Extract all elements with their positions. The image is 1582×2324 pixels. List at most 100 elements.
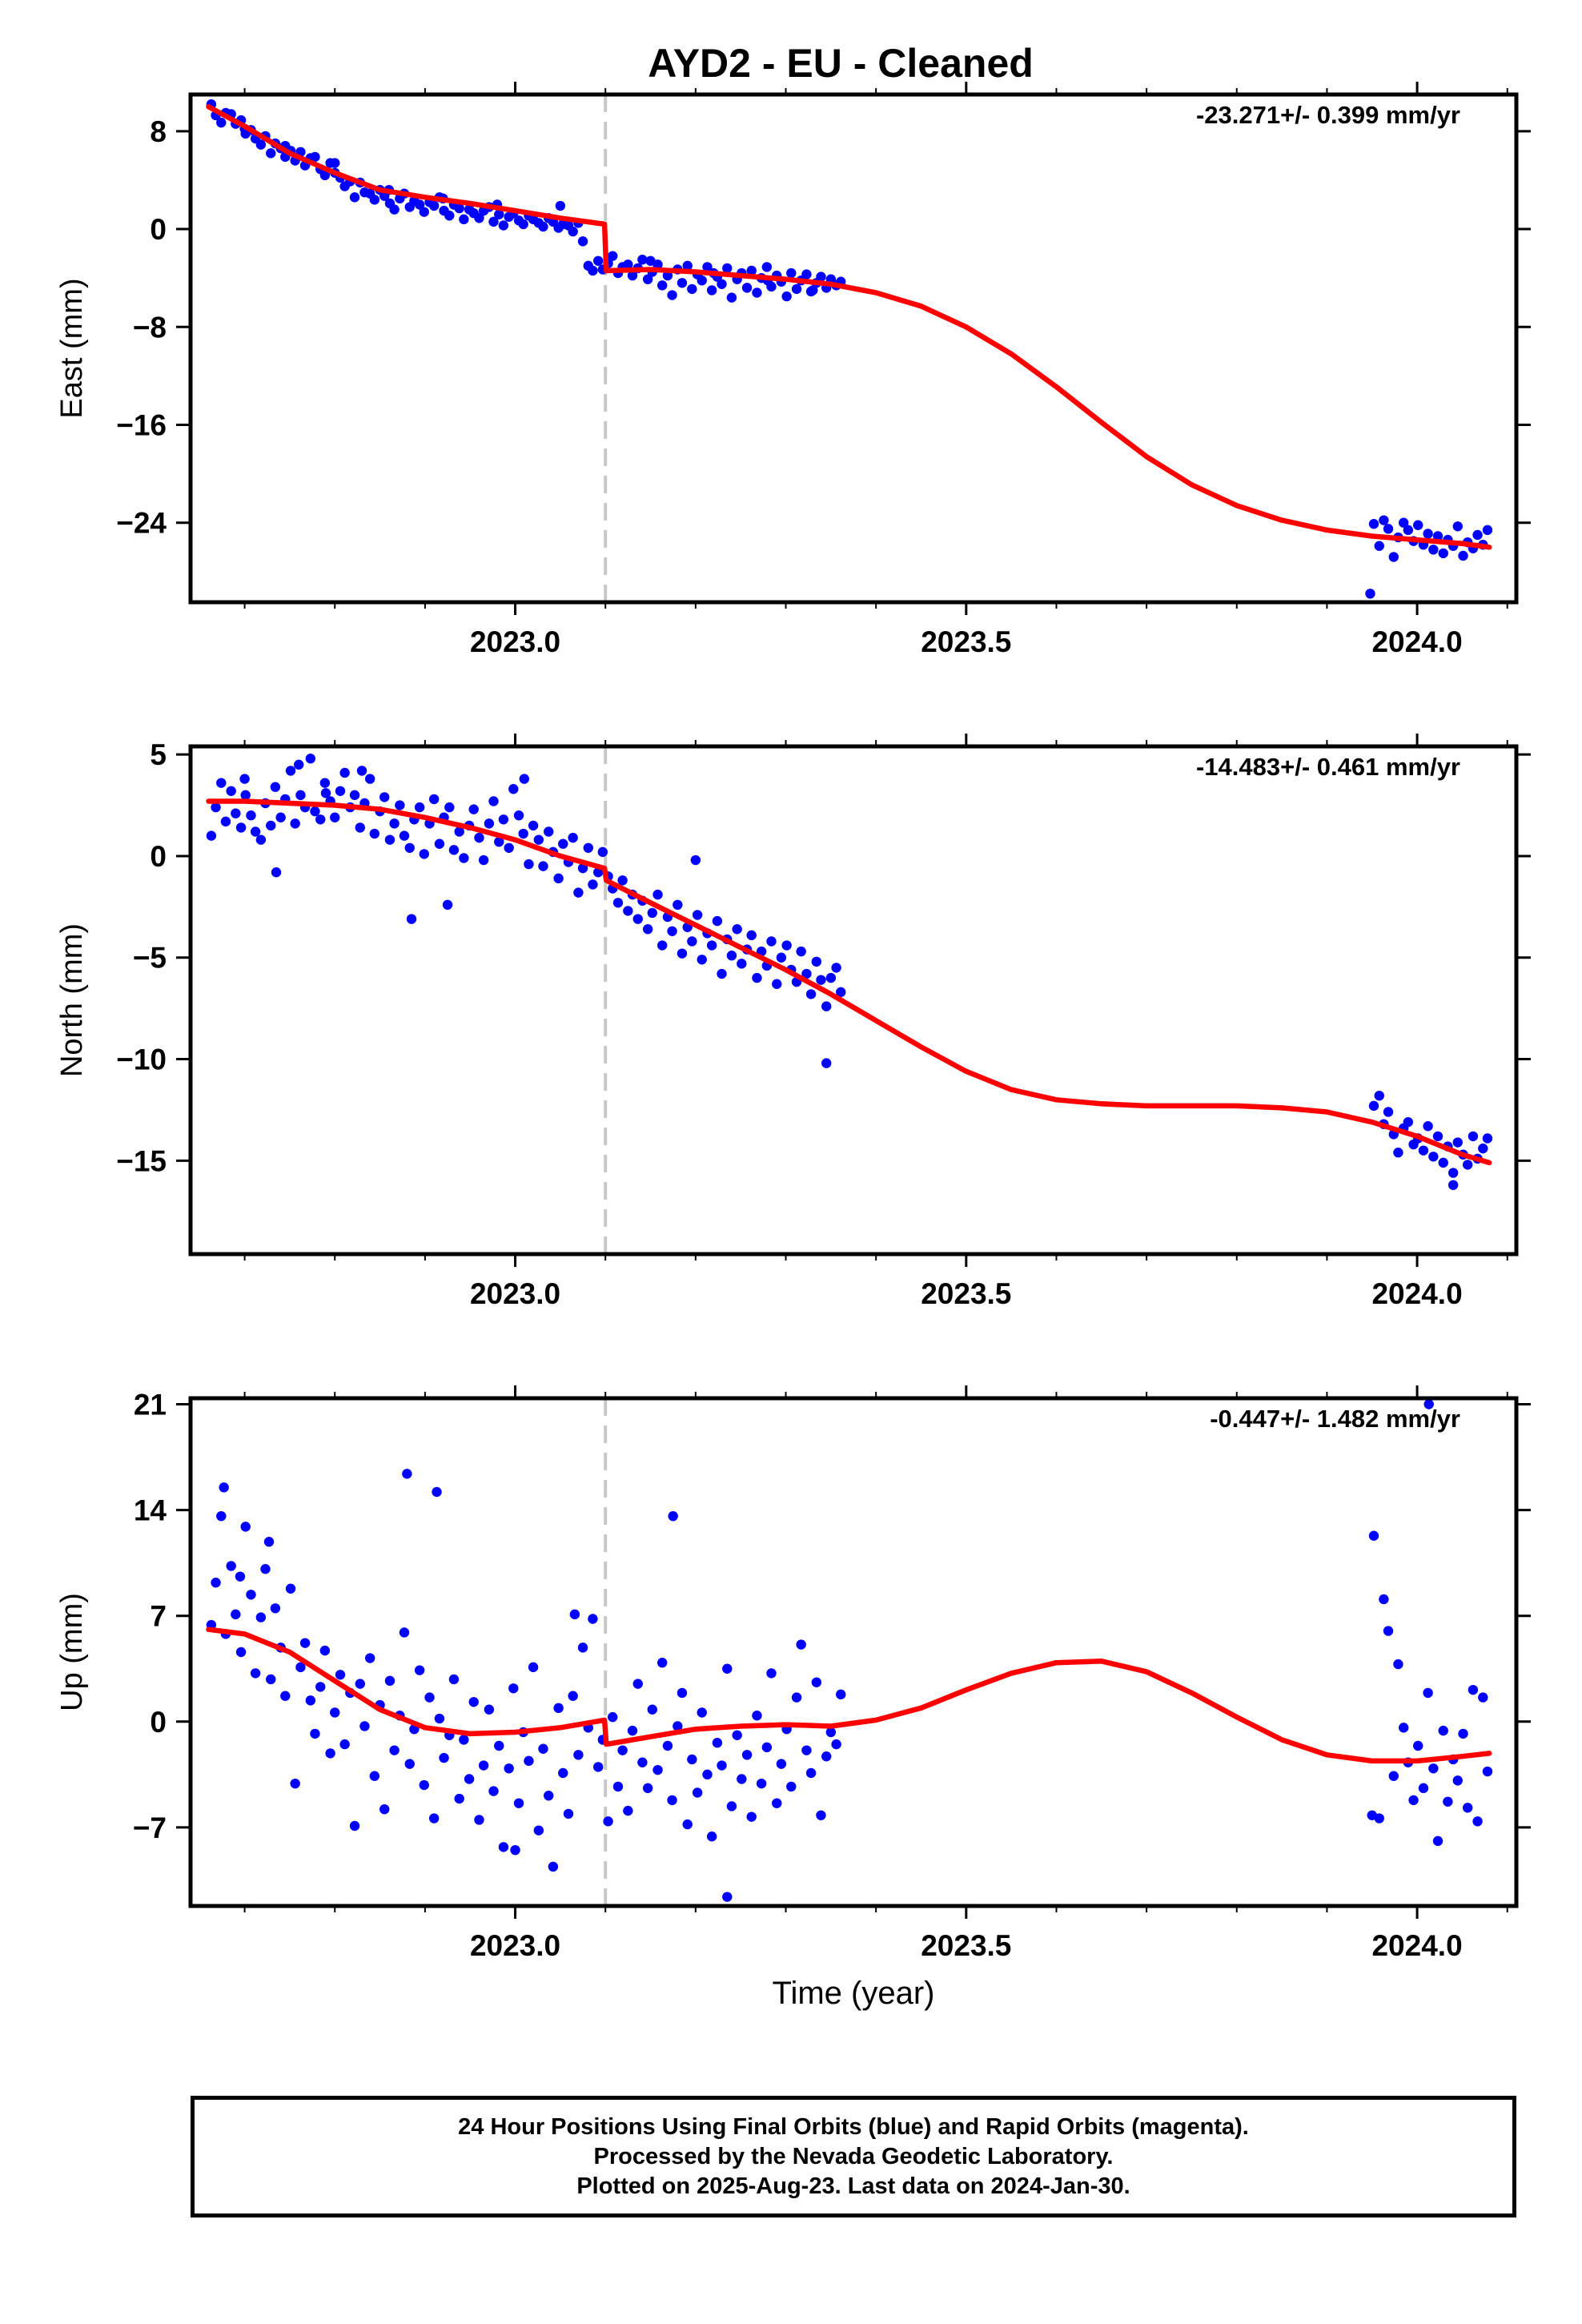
- data-point: [319, 1645, 331, 1656]
- data-point: [310, 151, 320, 163]
- y-tick-label: −24: [116, 507, 167, 540]
- data-point: [756, 1778, 767, 1789]
- data-point: [538, 221, 548, 232]
- data-point: [1423, 1121, 1433, 1132]
- data-point: [518, 828, 528, 839]
- data-point: [454, 826, 464, 837]
- data-point: [478, 854, 489, 866]
- y-tick-label: 0: [150, 840, 167, 873]
- data-point: [240, 790, 251, 801]
- data-point: [805, 989, 817, 999]
- data-point: [231, 808, 241, 818]
- data-point: [811, 956, 822, 967]
- data-point: [766, 936, 777, 947]
- data-point: [464, 1774, 475, 1784]
- data-point: [1403, 525, 1414, 536]
- data-point: [419, 207, 429, 217]
- data-point: [1462, 1160, 1473, 1170]
- y-axis-label: North (mm): [55, 923, 89, 1077]
- data-point: [524, 1755, 534, 1767]
- data-point: [1438, 1725, 1448, 1736]
- data-point: [1379, 515, 1389, 525]
- y-axis-label: East (mm): [55, 278, 89, 418]
- data-point: [577, 236, 588, 247]
- data-point: [319, 778, 331, 788]
- footer-line-processed-by: Processed by the Nevada Geodetic Laborat…: [593, 2143, 1114, 2169]
- data-point: [280, 1691, 291, 1701]
- data-point: [369, 1771, 380, 1781]
- data-point: [513, 810, 524, 821]
- data-point: [295, 1662, 306, 1673]
- data-point: [349, 192, 360, 203]
- data-point: [673, 899, 683, 911]
- data-point: [235, 1647, 247, 1658]
- model-fit-line: [206, 798, 1492, 1166]
- data-point: [498, 814, 509, 825]
- data-point: [448, 845, 460, 855]
- data-point: [246, 810, 256, 821]
- data-point: [746, 265, 757, 276]
- data-point: [1482, 525, 1493, 536]
- data-point: [836, 1689, 846, 1700]
- footer-line-orbits: 24 Hour Positions Using Final Orbits (bl…: [458, 2113, 1249, 2140]
- model-fit-line: [206, 1626, 1492, 1764]
- data-point: [402, 1469, 412, 1479]
- data-point: [325, 1748, 335, 1759]
- data-point: [364, 1653, 375, 1663]
- data-point: [1423, 529, 1433, 539]
- data-point: [801, 968, 812, 979]
- data-point: [592, 255, 604, 266]
- data-point: [434, 1713, 445, 1724]
- data-point: [226, 1561, 236, 1571]
- data-point: [741, 283, 753, 293]
- data-point: [216, 117, 227, 128]
- data-point: [319, 170, 331, 181]
- data-point: [339, 1739, 350, 1750]
- data-point: [726, 1801, 737, 1811]
- data-point: [568, 832, 578, 843]
- model-fit-line: [206, 104, 1492, 550]
- data-point: [266, 820, 276, 831]
- data-point: [588, 879, 598, 890]
- data-point: [642, 924, 653, 935]
- data-point: [1413, 1740, 1423, 1751]
- data-point: [1365, 589, 1375, 599]
- data-point: [389, 204, 400, 215]
- data-point: [538, 861, 548, 871]
- data-point: [1393, 1659, 1403, 1670]
- data-point: [1398, 1723, 1409, 1733]
- data-point: [1482, 1133, 1493, 1144]
- data-point: [637, 1757, 648, 1767]
- data-point: [406, 914, 417, 924]
- data-point: [355, 822, 365, 833]
- data-point: [737, 1774, 747, 1784]
- data-point: [384, 834, 396, 845]
- data-point: [687, 283, 697, 295]
- data-point: [662, 1740, 673, 1751]
- data-point: [290, 1778, 300, 1789]
- y-axis-label: Up (mm): [55, 1593, 89, 1711]
- data-point: [266, 148, 276, 159]
- data-point: [518, 219, 528, 230]
- data-point: [1438, 548, 1448, 559]
- data-point: [484, 818, 495, 829]
- data-point: [220, 816, 231, 827]
- footer-note-box: 24 Hour Positions Using Final Orbits (bl…: [191, 2096, 1516, 2217]
- data-point: [474, 832, 484, 843]
- data-point: [647, 907, 657, 919]
- y-tick-label: 7: [150, 1600, 167, 1633]
- data-point: [1447, 1168, 1459, 1178]
- data-point: [746, 1811, 757, 1822]
- panel-north: 2023.0 2023.5 2024.0 5 0 −5 −10 −15 North (mm) -1…: [55, 734, 1531, 1310]
- data-point: [389, 1745, 400, 1755]
- data-point: [255, 139, 267, 150]
- data-point: [741, 1750, 753, 1760]
- data-point: [355, 1679, 365, 1689]
- data-point: [305, 1695, 316, 1706]
- data-point: [444, 802, 455, 813]
- data-point: [717, 968, 727, 979]
- data-point: [1413, 520, 1423, 530]
- data-point: [384, 1675, 396, 1687]
- data-point: [712, 1738, 723, 1748]
